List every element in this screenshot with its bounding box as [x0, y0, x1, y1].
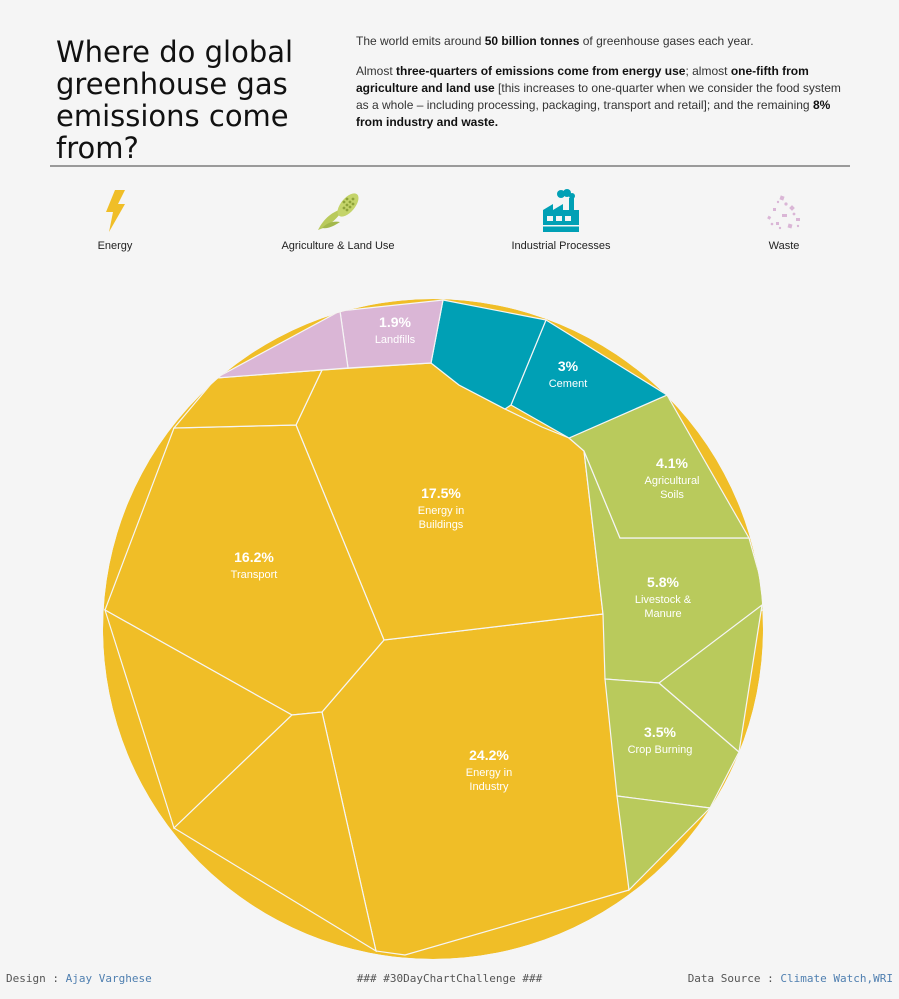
challenge-tag: ### #30DayChartChallenge ### — [356, 972, 543, 985]
value-label-4: 5.8% — [647, 574, 679, 590]
legend-agriculture: Agriculture & Land Use — [238, 188, 438, 252]
name-label-6-line-1: Crop Burning — [628, 744, 693, 756]
cell-energy-unlabeled-bottom — [173, 711, 377, 953]
intro-paragraph-2: Almost three-quarters of emissions come … — [356, 64, 841, 129]
cell-crop-burning — [604, 678, 740, 809]
designer-link[interactable]: Ajay Varghese — [65, 972, 152, 985]
name-label-4-line-1: Livestock & — [635, 594, 692, 606]
name-label-7-line-1: Cement — [549, 378, 588, 390]
factory-icon — [543, 189, 579, 232]
intro-paragraph-1: The world emits around 50 billion tonnes… — [356, 34, 754, 48]
corn-icon — [318, 193, 359, 230]
treemap-cells — [103, 299, 763, 959]
name-label-1-line-1: Energy in — [466, 767, 512, 779]
name-label-8-line-1: Landfills — [375, 334, 416, 346]
name-label-4-line-2: Manure — [644, 608, 681, 620]
name-label-1-line-2: Industry — [469, 781, 509, 793]
header-divider — [50, 165, 850, 167]
value-label-5: 4.1% — [656, 455, 688, 471]
name-label-2-line-2: Buildings — [419, 519, 464, 531]
intro-text: The world emits around 50 billion tonnes… — [356, 33, 846, 144]
legend-waste-label: Waste — [768, 240, 800, 252]
value-label-3: 16.2% — [234, 549, 274, 565]
cell-agri-unlabeled-right — [658, 603, 763, 754]
voronoi-treemap-chart: 24.2% Energy in Industry 17.5% Energy in Buil… — [103, 299, 763, 959]
value-label-1: 24.2% — [469, 747, 509, 763]
legend-waste: Waste — [684, 188, 884, 252]
legend-energy-label: Energy — [97, 240, 133, 252]
legend-industrial-label: Industrial Processes — [511, 240, 611, 252]
design-credit: Design : Ajay Varghese — [6, 972, 152, 985]
name-label-2-line-1: Energy in — [418, 505, 464, 517]
legend-energy: Energy — [15, 188, 215, 252]
treemap-labels: 24.2% Energy in Industry 17.5% Energy in Buil… — [231, 314, 700, 793]
cell-waste-unlabeled — [215, 310, 349, 379]
lightning-bolt-icon — [106, 190, 125, 232]
waste-icon — [767, 195, 800, 230]
cell-agri-unlabeled-bottom — [616, 795, 712, 892]
legend-industrial: Industrial Processes — [461, 188, 661, 252]
legend-agriculture-label: Agriculture & Land Use — [281, 240, 395, 252]
value-label-2: 17.5% — [421, 485, 461, 501]
data-source-link[interactable]: Climate Watch,WRI — [780, 972, 893, 985]
value-label-7: 3% — [558, 358, 579, 374]
name-label-5-line-2: Soils — [660, 489, 684, 501]
name-label-3-line-1: Transport — [231, 569, 278, 581]
name-label-5-line-1: Agricultural — [644, 475, 699, 487]
page-title: Where do global greenhouse gas emissions… — [56, 35, 294, 165]
value-label-8: 1.9% — [379, 314, 411, 330]
data-source-credit: Data Source : Climate Watch,WRI — [687, 972, 893, 985]
value-label-6: 3.5% — [644, 724, 676, 740]
